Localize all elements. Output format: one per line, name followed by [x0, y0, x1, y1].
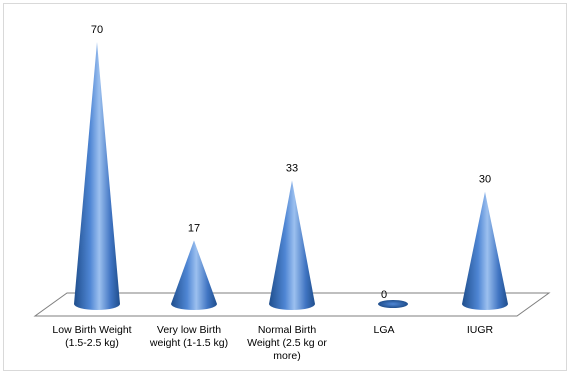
cone-1 [171, 240, 217, 310]
category-label: Low Birth Weight (1.5-2.5 kg) [52, 324, 131, 349]
data-label: 70 [91, 24, 103, 36]
category-label: IUGR [467, 324, 494, 336]
cone-body [462, 191, 508, 310]
cone-base [378, 300, 408, 308]
category-labels: Low Birth Weight (1.5-2.5 kg) Very low Bir… [52, 324, 493, 362]
data-label: 30 [479, 174, 491, 186]
data-label: 17 [188, 222, 200, 234]
data-labels: 70 17 33 0 30 [91, 24, 491, 301]
cone-body [171, 240, 217, 310]
category-label: Normal Birth Weight (2.5 kg or more) [247, 324, 327, 362]
data-label: 33 [286, 162, 298, 174]
data-label: 0 [381, 289, 387, 301]
category-label: Very low Birth weight (1-1.5 kg) [149, 324, 228, 349]
cone-4 [462, 191, 508, 310]
cone-series [74, 42, 508, 310]
category-label: LGA [373, 324, 394, 336]
cone-body [74, 42, 120, 310]
cone-0 [74, 42, 120, 310]
cone-2 [269, 180, 315, 310]
cone-body [269, 180, 315, 310]
cone-3 [378, 300, 408, 308]
